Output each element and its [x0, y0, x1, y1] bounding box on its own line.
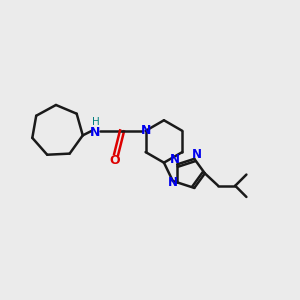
Text: N: N: [90, 126, 101, 139]
Text: N: N: [140, 124, 151, 137]
Text: N: N: [192, 148, 202, 160]
Text: H: H: [92, 117, 99, 127]
Text: N: N: [168, 176, 178, 190]
Text: O: O: [110, 154, 120, 167]
Text: N: N: [170, 153, 180, 166]
